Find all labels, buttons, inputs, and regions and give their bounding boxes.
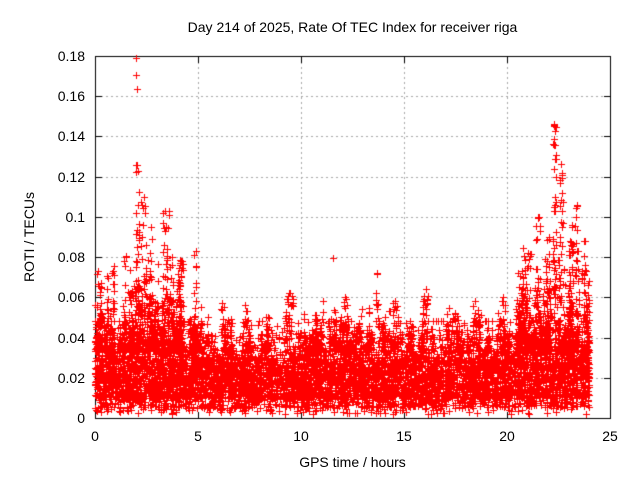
y-tick-label: 0.08 xyxy=(57,249,85,265)
x-tick-label: 20 xyxy=(499,428,515,444)
y-tick-label: 0.14 xyxy=(57,128,85,144)
y-tick-label: 0.04 xyxy=(57,330,85,346)
x-tick-label: 15 xyxy=(396,428,412,444)
x-tick-label: 5 xyxy=(194,428,202,444)
y-axis-label: ROTI / TECUs xyxy=(21,192,37,282)
x-tick-label: 25 xyxy=(602,428,618,444)
x-axis-label: GPS time / hours xyxy=(299,454,406,470)
y-tick-label: 0.06 xyxy=(57,289,85,305)
y-tick-label: 0.12 xyxy=(57,169,85,185)
y-tick-label: 0.1 xyxy=(65,209,85,225)
y-tick-label: 0.18 xyxy=(57,48,85,64)
x-tick-label: 0 xyxy=(91,428,99,444)
y-tick-label: 0.02 xyxy=(57,370,85,386)
y-tick-label: 0.16 xyxy=(57,88,85,104)
x-tick-label: 10 xyxy=(293,428,309,444)
y-tick-label: 0 xyxy=(77,410,85,426)
chart-title: Day 214 of 2025, Rate Of TEC Index for r… xyxy=(187,19,518,35)
